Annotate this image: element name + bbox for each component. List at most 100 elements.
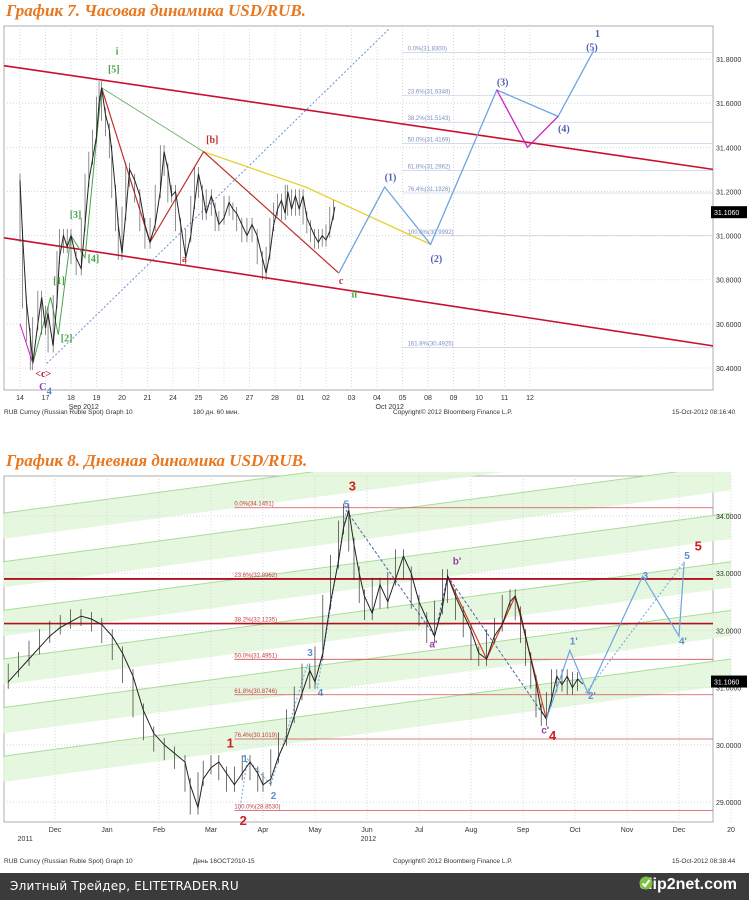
x-tick-label: 01 xyxy=(297,395,305,402)
fib-label: 50.0%(31.4951) xyxy=(234,653,277,659)
x-tick-label: 09 xyxy=(450,395,458,402)
wave-label: 2 xyxy=(271,791,277,802)
fib-label: 0.0%(34.1451) xyxy=(234,502,273,508)
wave-label: a xyxy=(182,254,187,265)
footer-timestamp: 15-Oct-2012 08:16:40 xyxy=(672,409,736,416)
wave-label: (2) xyxy=(431,254,443,265)
x-tick-label: 17 xyxy=(42,395,50,402)
fib-label: 100.0%(28.8530) xyxy=(234,804,280,810)
x-month-label: Sep 2012 xyxy=(69,404,99,411)
y-tick-label: 30.0000 xyxy=(716,743,741,750)
wave-label: 1 xyxy=(242,754,248,765)
x-tick-label: Nov xyxy=(621,827,634,834)
price-line xyxy=(19,87,336,364)
green-channel-band xyxy=(3,659,731,782)
x-tick-label: 18 xyxy=(67,395,75,402)
y-tick-label: 31.6000 xyxy=(716,101,741,108)
x-tick-label: 28 xyxy=(271,395,279,402)
channel-upper-line xyxy=(3,64,714,171)
wave-label: 4' xyxy=(679,637,687,648)
projection-line xyxy=(338,49,595,274)
x-tick-label: 20 xyxy=(118,395,126,402)
projection-magenta xyxy=(496,89,559,149)
x-tick-label: 26 xyxy=(220,395,228,402)
wave-label: c xyxy=(339,276,344,287)
footer-site-text: Элитный Трейдер, ELITETRADER.RU xyxy=(10,879,239,893)
wave-label: b' xyxy=(453,557,462,568)
green-channel-band xyxy=(3,513,731,637)
wave-label: 1 xyxy=(227,736,234,751)
projection-dotted xyxy=(585,561,685,694)
x-tick-label: 05 xyxy=(399,395,407,402)
chart8-title: График 8. Дневная динамика USD/RUB. xyxy=(6,451,308,470)
last-price-box xyxy=(711,206,747,219)
wave-label: <c> xyxy=(35,369,51,380)
fib-label: 76.4%(31.1926) xyxy=(408,187,451,193)
footer-series-label: RUB Curncy (Russian Ruble Spot) Graph 10 xyxy=(4,858,133,865)
clip2net-logo[interactable]: clip2net.com xyxy=(639,876,737,894)
x-year-label: 2012 xyxy=(361,836,377,843)
footer-timestamp: 15-Oct-2012 08:38:44 xyxy=(672,858,736,865)
y-tick-label: 32.0000 xyxy=(716,628,741,635)
fib-label: 50.0%(31.4169) xyxy=(408,138,451,144)
wave-label: 2 xyxy=(240,813,247,828)
wave-label: 2' xyxy=(588,691,596,702)
wave-green-impulse xyxy=(32,87,103,364)
green-channel-line xyxy=(2,472,680,563)
triangle-yellow-line xyxy=(203,151,431,245)
wave-label: a' xyxy=(429,640,437,651)
wave-label: ii xyxy=(352,289,358,300)
c-wave-magenta xyxy=(19,323,34,364)
footer-bar: Элитный Трейдер, ELITETRADER.RU clip2net… xyxy=(0,873,749,900)
wave-abc-dotted xyxy=(345,510,547,720)
x-tick-label: Jul xyxy=(415,827,424,834)
x-tick-label: 08 xyxy=(424,395,432,402)
y-tick-label: 31.2000 xyxy=(716,189,741,196)
fib-label: 23.6%(32.8962) xyxy=(234,573,277,579)
wave-blue-dotted xyxy=(239,510,347,811)
green-channel-band xyxy=(3,472,731,588)
x-tick-label: Feb xyxy=(153,827,165,834)
fib-label: 161.8%(30.4925) xyxy=(408,342,454,348)
fib-label: 0.0%(31.8300) xyxy=(408,46,447,52)
green-channel-line xyxy=(2,561,732,660)
wave-label: 3 xyxy=(307,648,313,659)
wave-label: [1] xyxy=(53,276,65,287)
wave-label: 5 xyxy=(344,499,350,510)
x-tick-label: Apr xyxy=(258,827,270,834)
wave-label: (5) xyxy=(586,42,598,53)
x-tick-label: 21 xyxy=(144,395,152,402)
y-tick-label: 31.0000 xyxy=(716,234,741,241)
footer-period-label: День 16OCT2010-15 xyxy=(193,858,255,865)
x-month-label: Oct 2012 xyxy=(376,404,405,411)
footer-copyright: Copyright© 2012 Bloomberg Finance L.P. xyxy=(393,408,513,416)
fib-label: 23.6%(31.6348) xyxy=(408,89,451,95)
x-tick-label: 03 xyxy=(348,395,356,402)
y-tick-label: 33.0000 xyxy=(716,571,741,578)
wave-label: [b] xyxy=(206,135,218,146)
x-tick-label: Oct xyxy=(570,827,581,834)
y-tick-label: 30.6000 xyxy=(716,322,741,329)
wave-label: 1' xyxy=(570,637,578,648)
wave-label: [3] xyxy=(70,210,82,221)
y-tick-label: 34.0000 xyxy=(716,514,741,521)
wave-label: (1) xyxy=(385,172,397,183)
y-tick-label: 30.4000 xyxy=(716,366,741,373)
x-tick-label: May xyxy=(308,827,322,834)
y-tick-label: 31.0000 xyxy=(716,686,741,693)
x-tick-label: 10 xyxy=(475,395,483,402)
x-tick-label: Dec xyxy=(49,827,62,834)
x-tick-label: 11 xyxy=(501,395,508,402)
y-tick-label: 30.8000 xyxy=(716,278,741,285)
chart7-title: График 7. Часовая динамика USD/RUB. xyxy=(6,1,306,20)
x-tick-label: 25 xyxy=(195,395,203,402)
footer-series-label: RUB Curncy (Russian Ruble Spot) Graph 10 xyxy=(4,409,133,416)
x-tick-label: 20 xyxy=(727,827,735,834)
x-tick-label: Sep xyxy=(517,827,530,834)
wave-label: 4 xyxy=(549,728,557,743)
x-tick-label: Jun xyxy=(361,827,372,834)
price-line xyxy=(7,510,584,810)
last-price-box xyxy=(711,675,747,688)
wave-label: [4] xyxy=(88,254,100,265)
projection-line xyxy=(545,561,685,720)
